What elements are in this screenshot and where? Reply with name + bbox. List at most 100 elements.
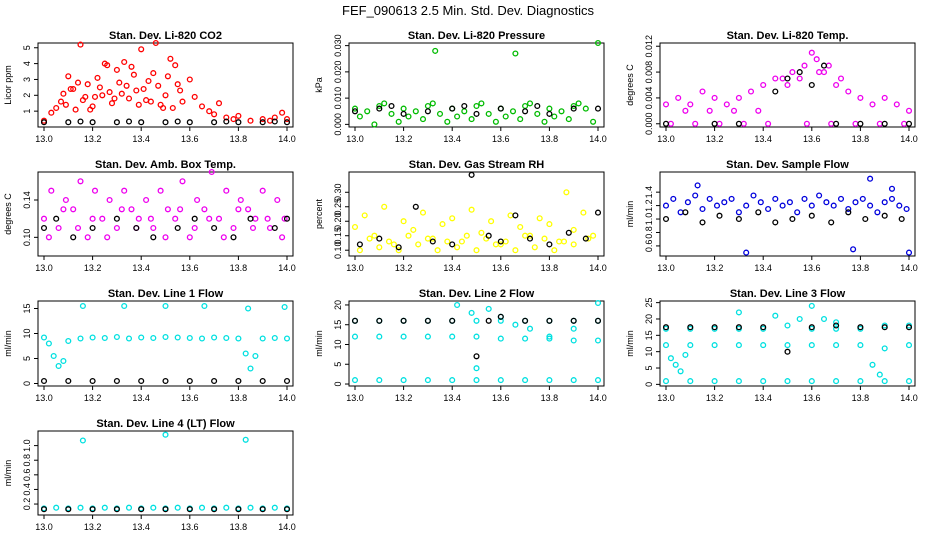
data-point-primary (167, 55, 174, 62)
data-point-primary (565, 116, 572, 123)
x-tick-label: 13.2 (706, 134, 724, 144)
data-point-black (565, 229, 572, 236)
data-point-primary (801, 195, 808, 202)
data-point-primary (135, 101, 142, 108)
data-point-primary (381, 100, 388, 107)
data-point-primary (789, 69, 796, 76)
data-point-primary (760, 81, 767, 89)
data-point-primary (424, 235, 431, 242)
panel-flow: Stan. Dev. Sample Flow ml/min 13.0 13.2 13.4… (625, 159, 918, 273)
panel-title: Stan. Dev. Line 3 Flow (730, 288, 846, 300)
data-point-primary (237, 196, 244, 204)
data-point-primary (692, 120, 699, 127)
data-point-primary (828, 120, 835, 127)
data-point-primary (735, 209, 742, 216)
data-point-primary (274, 196, 281, 204)
data-point-primary (779, 75, 786, 82)
x-tick-label: 13.8 (230, 134, 248, 144)
data-point-primary (867, 175, 874, 182)
data-point-primary (230, 224, 237, 232)
panel-line3: Stan. Dev. Line 3 Flow ml/min 13.0 13.2 13.4… (625, 288, 918, 403)
data-point-primary (72, 106, 79, 113)
data-point-primary (410, 226, 417, 233)
data-point-primary (186, 76, 193, 83)
data-point-light (711, 378, 718, 385)
data-point-primary (45, 340, 52, 347)
data-point-light (857, 378, 864, 385)
data-point-black (594, 317, 602, 324)
data-point-primary (816, 192, 823, 199)
data-point-primary (198, 504, 206, 511)
data-point-black (534, 102, 541, 110)
x-tick-label: 13.6 (492, 134, 510, 144)
y-tick-label: 1.0 (22, 439, 32, 452)
data-point-light (473, 377, 480, 384)
data-point-primary (169, 104, 176, 112)
data-point-primary (765, 205, 772, 213)
data-point-black (65, 119, 72, 126)
data-point-primary (415, 241, 422, 248)
data-point-primary (444, 118, 451, 125)
y-tick-label: 0.004 (644, 87, 654, 110)
y-tick-label: 5 (333, 362, 343, 367)
data-point-light (905, 378, 913, 385)
data-point-primary (91, 93, 99, 100)
data-point-primary (808, 202, 815, 209)
data-point-primary (211, 111, 218, 118)
data-point-primary (512, 247, 519, 254)
data-point-black (259, 506, 266, 513)
data-point-primary (570, 325, 577, 332)
x-tick-label: 13.8 (852, 134, 870, 144)
data-point-primary (852, 120, 859, 127)
data-point-black (594, 105, 602, 112)
data-point-primary (580, 209, 587, 216)
plot-frame (37, 171, 294, 257)
data-point-primary (356, 113, 363, 120)
y-axis-label: ml/min (3, 460, 13, 487)
data-point-primary (706, 195, 713, 202)
data-point-primary (526, 325, 534, 332)
data-point-primary (89, 334, 96, 341)
data-point-primary (208, 168, 215, 176)
data-point-primary (485, 305, 492, 312)
data-point-black (522, 108, 529, 115)
data-point-primary (40, 334, 48, 341)
data-point-primary (531, 244, 538, 251)
data-point-primary (901, 120, 908, 127)
data-point-primary (517, 223, 524, 231)
data-point-black (247, 215, 254, 222)
data-point-black (735, 120, 742, 127)
y-tick-label: 0 (333, 382, 343, 387)
x-tick-label: 13.0 (35, 263, 53, 273)
y-tick-label: 0.012 (644, 35, 654, 58)
y-tick-label: 0.20 (333, 212, 343, 230)
data-point-primary (140, 85, 147, 93)
plot-frame (659, 171, 916, 257)
figure-title: FEF_090613 2.5 Min. Std. Dev. Diagnostic… (342, 3, 594, 18)
data-point-primary (833, 81, 840, 89)
data-point-black (449, 105, 456, 112)
data-point-primary (454, 244, 461, 251)
data-point-primary (147, 215, 154, 222)
data-point-primary (99, 92, 106, 99)
data-point-primary (699, 88, 706, 95)
x-tick-label: 13.0 (657, 393, 675, 403)
data-point-primary (570, 337, 577, 344)
data-point-black (89, 119, 96, 126)
x-tick-label: 13.4 (443, 263, 461, 273)
data-point-primary (121, 58, 128, 66)
y-axis-label: degrees C (3, 193, 13, 235)
data-point-primary (478, 100, 485, 107)
data-point-primary (594, 337, 602, 344)
data-point-primary (164, 73, 171, 80)
data-point-primary (405, 113, 412, 120)
data-point-primary (101, 504, 108, 511)
data-point-primary (820, 315, 828, 323)
data-point-black (796, 69, 803, 76)
data-point-black (89, 377, 96, 385)
panel-title: Stan. Dev. Li-820 Temp. (727, 30, 849, 42)
y-tick-label: 0.000 (333, 113, 343, 136)
data-point-primary (833, 325, 840, 332)
y-tick-label: 0.000 (644, 113, 654, 136)
x-tick-label: 13.2 (84, 263, 102, 273)
